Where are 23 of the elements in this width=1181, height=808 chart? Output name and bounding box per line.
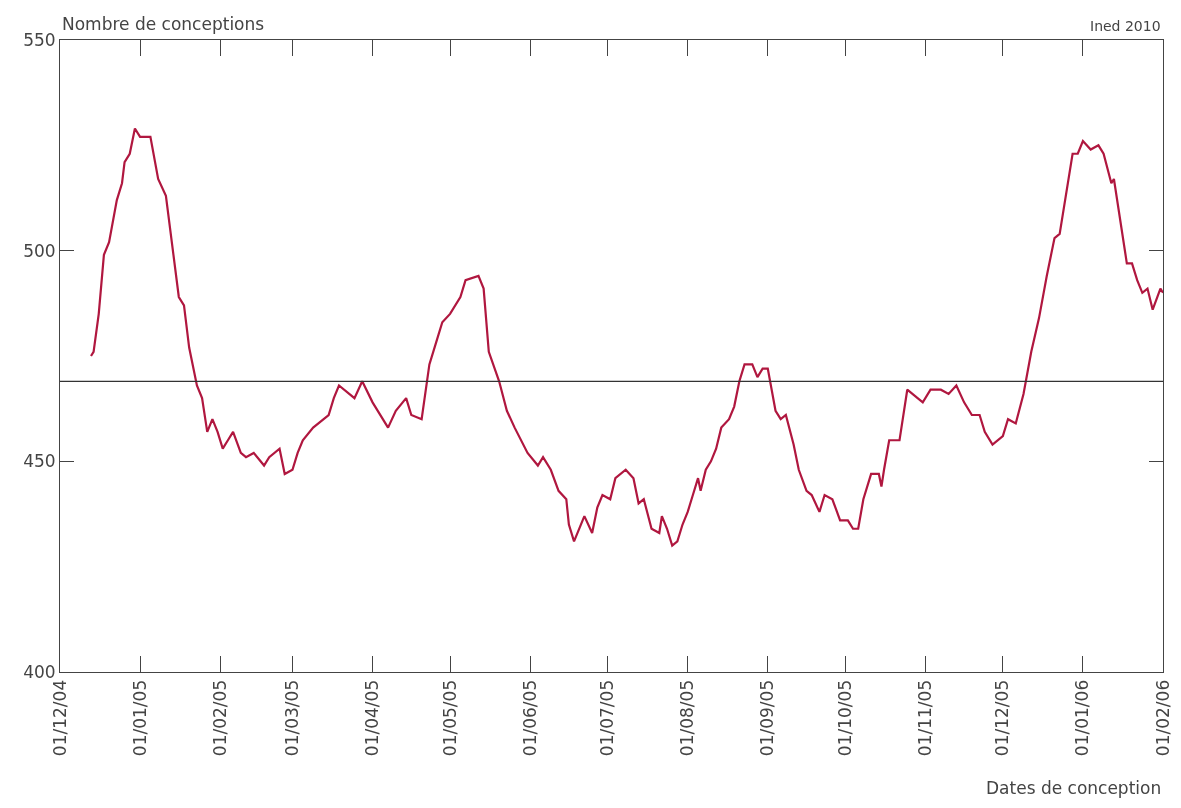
x-tick-label: 01/02/06 bbox=[1152, 679, 1173, 757]
x-tick-label: 01/05/05 bbox=[439, 679, 460, 757]
line-series bbox=[89, 127, 1163, 547]
x-axis-title: Dates de conception bbox=[986, 778, 1162, 798]
y-tick-label: 400 bbox=[23, 661, 56, 682]
y-axis-title: Nombre de conceptions bbox=[62, 14, 265, 34]
x-tick-label: 01/08/05 bbox=[677, 679, 698, 757]
x-tick-label: 01/10/05 bbox=[834, 679, 855, 757]
text: Ined 2010 bbox=[1090, 18, 1161, 34]
x-tick-label: 01/04/05 bbox=[362, 679, 383, 757]
y-tick-label: 450 bbox=[23, 451, 56, 472]
y-tick-label: 500 bbox=[23, 240, 56, 261]
x-tick-label: 01/12/05 bbox=[992, 679, 1013, 757]
x-tick-label: 01/11/05 bbox=[914, 679, 935, 757]
x-tick-label: 01/01/06 bbox=[1072, 679, 1093, 757]
x-tick-label: 01/02/05 bbox=[209, 679, 230, 757]
x-tick-label: 01/03/05 bbox=[282, 679, 303, 757]
x-tick-label: 01/07/05 bbox=[597, 679, 618, 757]
y-tick-label: 550 bbox=[23, 29, 56, 50]
x-tick-label: 01/06/05 bbox=[519, 679, 540, 757]
x-tick-label: 01/12/04 bbox=[49, 679, 70, 757]
x-tick-label: 01/09/05 bbox=[757, 679, 778, 757]
x-tick-label: 01/01/05 bbox=[129, 679, 150, 757]
